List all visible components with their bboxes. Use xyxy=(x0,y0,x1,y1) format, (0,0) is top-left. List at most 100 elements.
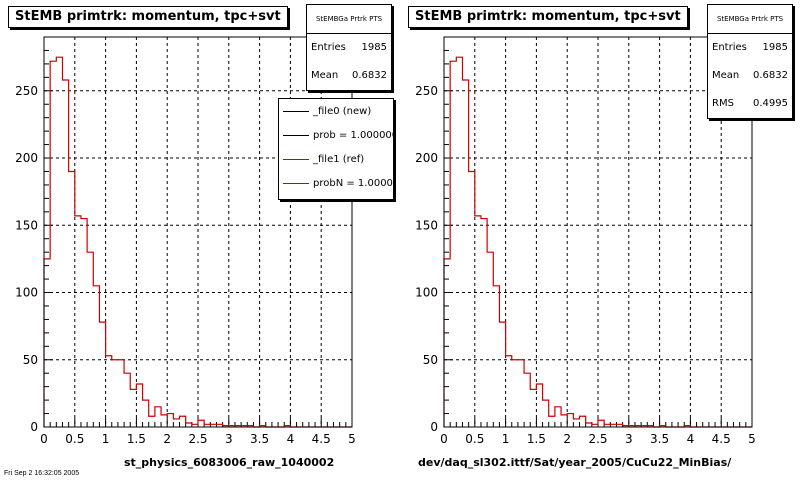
histogram-bin xyxy=(180,416,186,427)
histogram-bin xyxy=(167,414,173,427)
histogram-bin xyxy=(567,414,573,427)
stats-label: Entries xyxy=(712,42,747,53)
x-tick-label: 3.5 xyxy=(650,432,669,446)
histogram-bin xyxy=(561,415,567,427)
stats-value: 0.4995 xyxy=(753,98,788,109)
x-tick-label: 5 xyxy=(348,432,356,446)
histogram-bin xyxy=(555,407,561,427)
y-tick-label: 200 xyxy=(15,151,38,165)
histogram-bin xyxy=(118,360,124,427)
histogram-bin xyxy=(518,360,524,427)
histogram-bin xyxy=(81,219,87,427)
y-tick-label: 100 xyxy=(15,286,38,300)
y-tick-label: 200 xyxy=(415,151,438,165)
timestamp-footer: Fri Sep 2 16:32:05 2005 xyxy=(4,470,80,477)
histogram-bin xyxy=(573,419,579,427)
x-tick-label: 1 xyxy=(102,432,110,446)
stats-row-entries: Entries 1985 xyxy=(708,34,792,62)
legend-line-swatch xyxy=(283,134,309,136)
x-tick-label: 1 xyxy=(502,432,510,446)
histogram-bin xyxy=(450,61,456,427)
x-axis-title: dev/daq_sl302.ittf/Sat/year_2005/CuCu22_… xyxy=(418,456,732,469)
stats-value: 0.6832 xyxy=(753,70,788,81)
x-tick-label: 5 xyxy=(748,432,756,446)
histogram-bin xyxy=(598,420,604,427)
histogram-bin xyxy=(75,216,81,427)
legend-line-swatch xyxy=(283,110,309,112)
histogram-bin xyxy=(99,322,105,427)
stats-row-rms: RMS 0.4995 xyxy=(708,90,792,118)
stats-row-mean: Mean 0.6832 xyxy=(708,62,792,90)
legend-label: _file1 (ref) xyxy=(313,153,365,165)
plot-title: StEMB primtrk: momentum, tpc+svt xyxy=(8,6,288,28)
stats-label: Entries xyxy=(311,42,346,53)
histogram-bin xyxy=(136,384,142,427)
histogram-bin xyxy=(56,57,62,427)
x-tick-label: 2.5 xyxy=(188,432,207,446)
histogram-bin xyxy=(512,360,518,427)
x-tick-label: 3 xyxy=(625,432,633,446)
histogram-bin xyxy=(124,373,130,427)
x-tick-label: 0 xyxy=(440,432,448,446)
histogram-bin xyxy=(543,400,549,427)
histogram-bin xyxy=(586,423,592,427)
stats-value: 1985 xyxy=(762,42,788,53)
histogram-bin xyxy=(106,356,112,427)
histogram-bin xyxy=(112,360,118,427)
x-tick-label: 2.5 xyxy=(588,432,607,446)
legend-line-swatch xyxy=(283,158,309,160)
histogram-bin xyxy=(456,57,462,427)
stats-name: StEMBGa Prtrk PTS xyxy=(307,5,391,34)
histogram-bin xyxy=(475,216,481,427)
stats-row-entries: Entries 1985 xyxy=(307,34,391,62)
stats-label: Mean xyxy=(311,70,339,81)
stats-name: StEMBGa Prtrk PTS xyxy=(708,5,792,34)
x-axis-title: st_physics_6083006_raw_1040002 xyxy=(124,456,335,469)
y-tick-label: 250 xyxy=(415,84,438,98)
histogram-bin xyxy=(536,384,542,427)
y-tick-label: 0 xyxy=(430,420,438,434)
right-pad: 0 0.5 1 1.5 2 2.5 3 3.5 4 4.5 5 0 50 100 150 200 250 StE… xyxy=(400,0,800,480)
x-tick-label: 0.5 xyxy=(465,432,484,446)
histogram-bin xyxy=(493,286,499,427)
legend-label: _file0 (new) xyxy=(313,105,372,117)
y-tick-label: 0 xyxy=(30,420,38,434)
x-tick-label: 2 xyxy=(563,432,571,446)
y-tick-label: 100 xyxy=(415,286,438,300)
legend-entry: probN = 1.000000 xyxy=(279,171,393,195)
x-tick-label: 1.5 xyxy=(127,432,146,446)
legend-label: probN = 1.000000 xyxy=(313,177,393,189)
histogram-bin xyxy=(50,61,56,427)
x-tick-label: 4.5 xyxy=(312,432,331,446)
histogram-bin xyxy=(580,416,586,427)
histogram-bin xyxy=(87,252,93,427)
plot-title: StEMB primtrk: momentum, tpc+svt xyxy=(408,6,688,28)
y-tick-label: 150 xyxy=(15,218,38,232)
plot-frame xyxy=(443,36,753,428)
histogram-bin xyxy=(524,373,530,427)
x-tick-label: 0.5 xyxy=(65,432,84,446)
x-tick-label: 4 xyxy=(287,432,295,446)
histogram-bin xyxy=(62,80,68,427)
stats-row-mean: Mean 0.6832 xyxy=(307,62,391,90)
legend-entry: _file1 (ref) xyxy=(279,147,393,171)
histogram-bin xyxy=(469,171,475,427)
y-tick-label: 250 xyxy=(15,84,38,98)
x-tick-label: 4.5 xyxy=(712,432,731,446)
y-tick-label: 150 xyxy=(415,218,438,232)
histogram-bin xyxy=(444,259,450,427)
histogram-bin xyxy=(93,286,99,427)
histogram-bin xyxy=(487,252,493,427)
histogram-bin xyxy=(198,420,204,427)
histogram-bin xyxy=(506,356,512,427)
histogram-bin xyxy=(462,80,468,427)
plot-frame xyxy=(43,36,353,428)
legend-label: prob = 1.000000 xyxy=(313,129,394,141)
histogram-bin xyxy=(143,400,149,427)
left-pad: 0 0.5 1 1.5 2 2.5 3 3.5 4 4.5 5 0 50 100 150 200 250 StE… xyxy=(8,4,394,469)
histogram-bin xyxy=(186,423,192,427)
histogram-bin xyxy=(530,389,536,427)
histogram-bin xyxy=(481,219,487,427)
x-tick-label: 1.5 xyxy=(527,432,546,446)
